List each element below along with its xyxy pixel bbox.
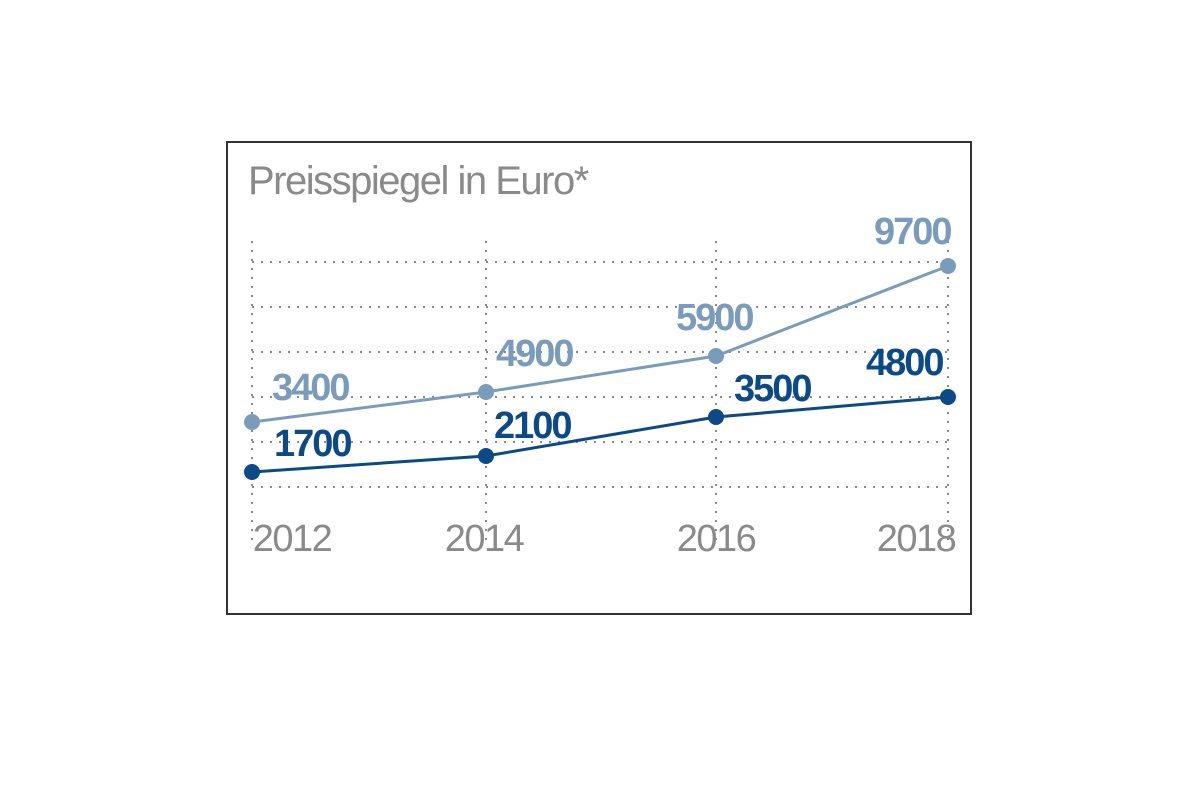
x-tick-label: 2014 [445,518,525,560]
data-point [708,348,724,364]
series-group [244,258,956,480]
data-labels: 3400 4900 5900 9700 1700 2100 3500 4800 [272,211,953,465]
data-label: 3400 [272,367,349,409]
series-line-1 [251,264,949,424]
data-label: 4800 [866,342,943,384]
chart-title: Preisspiegel in Euro* [248,159,589,203]
series-line-2 [251,395,949,474]
x-tick-label: 2016 [677,518,756,560]
data-point [244,464,260,480]
data-point [244,414,260,430]
data-label: 2100 [494,405,571,447]
data-point [940,389,956,405]
data-label: 9700 [874,211,951,253]
data-label: 3500 [734,368,811,410]
data-point [940,258,956,274]
data-point [478,384,494,400]
vertical-gridlines [251,241,949,543]
x-axis-ticks: 2012 2014 2016 2018 [253,518,957,560]
x-tick-label: 2012 [253,518,332,560]
data-label: 1700 [274,423,351,465]
data-point [708,409,724,425]
data-label: 5900 [676,297,753,339]
x-tick-label: 2018 [877,518,956,560]
data-point [478,448,494,464]
data-label: 4900 [496,333,573,375]
chart-frame: Preisspiegel in Euro* 3400 4900 5900 9700 17… [226,141,972,615]
